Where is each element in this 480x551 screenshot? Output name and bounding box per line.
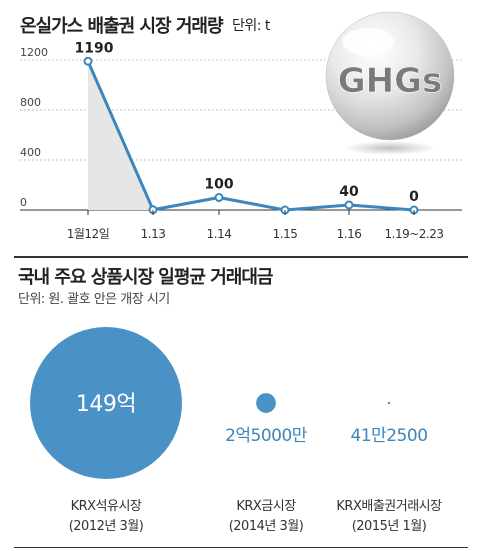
x-tick-label: 1월12일	[67, 227, 110, 241]
data-point	[83, 56, 93, 66]
bubble-value-label: 41만2500	[350, 426, 427, 446]
orb-highlight	[342, 28, 394, 56]
orb-label: GHGs	[338, 61, 443, 101]
line-chart-title: 온실가스 배출권 시장 거래량	[20, 16, 224, 37]
data-point	[344, 200, 354, 210]
data-point	[214, 193, 224, 202]
x-tick-label: 1.15	[273, 227, 298, 241]
data-label: 0	[409, 189, 419, 205]
bubble-value-label: 149억	[76, 392, 136, 417]
line-chart-unit: 단위: t	[232, 18, 270, 34]
bubble-chart: 149억 KRX석유시장 (2012년 3월) 2억5000만 KRX금시장 (2014년…	[30, 327, 443, 534]
data-label: 1190	[75, 40, 114, 56]
y-tick-label: 400	[20, 146, 41, 159]
x-tick-label: 1.13	[141, 227, 166, 241]
market-name: KRX금시장	[236, 499, 296, 514]
bubble-chart-subtitle: 단위: 원. 괄호 안은 개장 시기	[18, 292, 170, 307]
bubble-chart-title: 국내 주요 상품시장 일평균 거래대금	[18, 267, 273, 288]
bubble-value-label: 2억5000만	[225, 426, 308, 446]
market-period: (2012년 3월)	[69, 519, 144, 534]
x-tick-label: 1.14	[207, 227, 232, 241]
x-tick-label: 1.16	[337, 227, 362, 241]
market-bubble	[30, 327, 182, 479]
bottom-divider	[14, 547, 468, 548]
x-tick-label: 1.19~2.23	[385, 227, 444, 241]
y-tick-label: 0	[20, 196, 27, 209]
y-tick-label: 800	[20, 96, 41, 109]
series-line	[86, 60, 415, 212]
data-label: 40	[339, 184, 359, 200]
ghgs-orb: GHGs	[325, 11, 455, 155]
market-name: KRX석유시장	[71, 499, 142, 514]
market-bubble	[256, 393, 276, 413]
y-tick-label: 1200	[20, 46, 48, 59]
market-period: (2014년 3월)	[229, 519, 304, 534]
market-period: (2015년 1월)	[352, 519, 427, 534]
section-divider	[14, 256, 468, 258]
data-label: 100	[204, 177, 233, 193]
market-bubble	[387, 401, 391, 405]
market-name: KRX배출권거래시장	[336, 499, 442, 514]
orb-shadow	[344, 141, 436, 155]
